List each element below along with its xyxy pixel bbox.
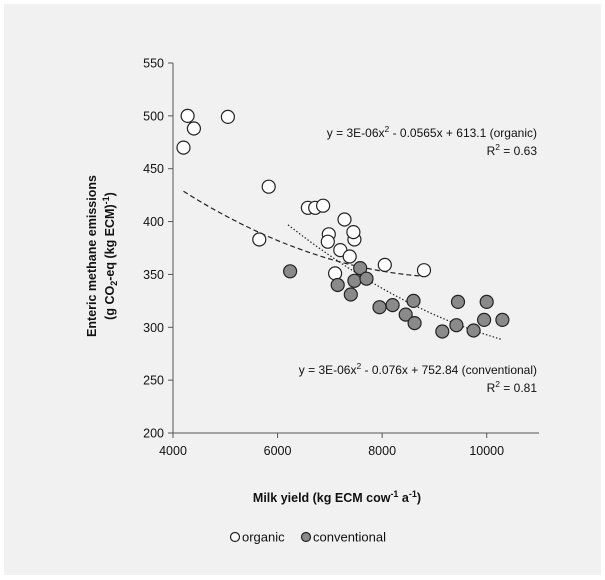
point-conventional [353, 261, 368, 276]
point-conventional [466, 323, 481, 338]
point-organic [316, 198, 331, 213]
y-axis-label: Enteric methane emissions (g CO2-eq (kg … [85, 175, 119, 337]
point-organic [186, 121, 201, 136]
y-tick-label: 400 [143, 215, 164, 229]
point-organic [337, 212, 352, 227]
legend-label-organic: organic [242, 530, 285, 545]
point-organic [176, 140, 191, 155]
legend-marker-organic [229, 531, 241, 543]
point-conventional [406, 293, 421, 308]
legend-label-conventional: conventional [313, 530, 386, 545]
organic-equation: y = 3E-06x2 - 0.0565x + 613.1 (organic) [327, 124, 537, 140]
organic-r-squared: R2 = 0.63 [487, 142, 538, 158]
x-tick-label: 4000 [159, 444, 187, 458]
point-conventional [283, 264, 298, 279]
y-tick-label: 500 [143, 109, 164, 123]
point-organic [252, 232, 267, 247]
point-conventional [495, 312, 510, 327]
scatter-chart: 200 250 300 350 400 450 500 550 4000 6000 8000 100… [85, 57, 539, 545]
conventional-equation: y = 3E-06x2 - 0.076x + 752.84 (conventio… [299, 361, 537, 377]
point-organic [346, 225, 361, 240]
y-tick-label: 350 [143, 268, 164, 282]
axes [172, 63, 539, 434]
point-conventional [347, 273, 362, 288]
point-conventional [435, 324, 450, 339]
point-conventional [479, 294, 494, 309]
x-tick-label: 8000 [368, 444, 396, 458]
x-tick-label: 6000 [264, 444, 292, 458]
y-tick-label: 450 [143, 162, 164, 176]
y-tick-label: 200 [143, 427, 164, 441]
point-conventional [385, 298, 400, 313]
point-organic [220, 109, 235, 125]
point-conventional [449, 318, 464, 333]
point-conventional [372, 300, 387, 315]
point-conventional [330, 277, 345, 293]
point-organic [261, 179, 276, 194]
y-axis-label-line1: Enteric methane emissions [85, 175, 99, 337]
chart-panel: 200 250 300 350 400 450 500 550 4000 6000 8000 100… [4, 4, 601, 575]
trendline-conventional [287, 224, 503, 341]
x-axis-label: Milk yield (kg ECM cow-1 a-1) [253, 489, 421, 505]
point-conventional [398, 307, 413, 322]
point-conventional [343, 287, 358, 302]
point-organic [320, 234, 335, 249]
point-organic [416, 263, 432, 278]
legend-marker-conventional [300, 531, 312, 543]
point-organic [180, 108, 195, 124]
point-conventional [359, 271, 374, 286]
y-tick-label: 250 [143, 374, 164, 388]
y-tick-label: 550 [143, 57, 164, 71]
legend: organic conventional [229, 530, 386, 545]
y-tick-label: 300 [143, 321, 164, 335]
y-axis-label-line2: (g CO2-eq (kg ECM)-1) [101, 192, 119, 320]
x-axis-ticks: 4000 6000 8000 10000 [159, 433, 504, 458]
y-axis-ticks: 200 250 300 350 400 450 500 550 [143, 57, 173, 441]
x-tick-label: 10000 [469, 444, 504, 458]
point-conventional [450, 294, 466, 309]
point-conventional [407, 316, 422, 331]
conventional-r-squared: R2 = 0.81 [487, 379, 538, 395]
point-conventional [477, 312, 492, 327]
point-organic [328, 266, 343, 281]
data-points [176, 108, 510, 339]
point-organic [342, 249, 357, 264]
point-organic [377, 257, 392, 272]
